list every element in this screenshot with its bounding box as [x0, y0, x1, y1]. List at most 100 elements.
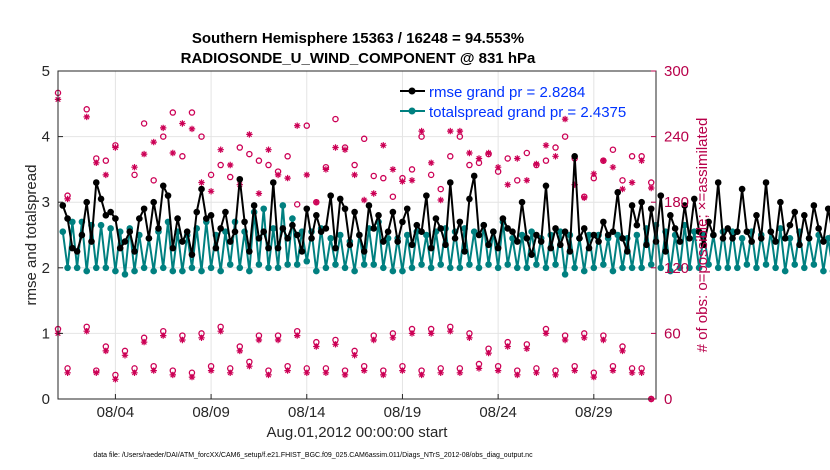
obs-possible-point	[217, 161, 224, 169]
rmse-point	[580, 225, 588, 232]
rmse-point	[437, 225, 445, 232]
rmse-point	[217, 225, 224, 232]
rmse-point	[528, 251, 535, 258]
obs-assimilated-point	[265, 371, 272, 379]
obs-assimilated-point	[303, 369, 310, 376]
y-tick-label-right: 240	[664, 129, 689, 146]
totalspread-point	[336, 231, 344, 239]
totalspread-point	[552, 261, 559, 268]
totalspread-point	[97, 221, 105, 229]
totalspread-point	[585, 231, 593, 239]
totalspread-point	[64, 264, 71, 272]
obs-assimilated-point	[628, 369, 636, 376]
obs-assimilated-point	[179, 336, 186, 344]
obs-assimilated-point	[198, 179, 205, 186]
totalspread-point	[523, 264, 531, 272]
totalspread-point	[341, 264, 349, 272]
totalspread-point	[255, 261, 263, 268]
rmse-point	[231, 228, 239, 236]
rmse-point	[88, 238, 95, 245]
totalspread-point	[590, 264, 598, 272]
obs-assimilated-point	[140, 338, 148, 346]
obs-assimilated-point	[303, 171, 310, 179]
totalspread-point	[399, 267, 406, 275]
obs-assimilated-point	[447, 328, 454, 335]
obs-possible-point	[523, 149, 531, 157]
obs-assimilated-point	[552, 153, 559, 160]
obs-assimilated-point	[437, 369, 444, 376]
rmse-point	[423, 192, 430, 199]
rmse-point	[518, 198, 526, 206]
totalspread-point	[772, 264, 779, 272]
totalspread-point	[198, 267, 205, 275]
rmse-point	[380, 238, 387, 245]
obs-assimilated-point	[466, 334, 473, 341]
totalspread-point	[279, 202, 287, 209]
rmse-point	[805, 234, 813, 242]
obs-assimilated-point	[140, 150, 148, 158]
totalspread-point	[102, 264, 110, 272]
rmse-point	[279, 225, 287, 232]
obs-assimilated-point	[523, 345, 530, 352]
obs-assimilated-point	[294, 332, 301, 339]
obs-assimilated-point	[475, 365, 483, 372]
totalspread-point	[705, 261, 712, 268]
rmse-point	[59, 202, 67, 209]
obs-assimilated-point	[150, 138, 157, 146]
obs-assimilated-point	[121, 352, 129, 359]
rmse-point	[600, 218, 607, 226]
rmse-point	[116, 244, 124, 252]
totalspread-point	[820, 267, 827, 275]
obs-possible-point	[284, 153, 291, 160]
rmse-point	[748, 238, 755, 245]
obs-assimilated-point	[399, 367, 406, 374]
rmse-point	[69, 244, 76, 252]
rmse-point	[772, 238, 779, 245]
rmse-point	[193, 208, 201, 216]
obs-assimilated-point	[227, 161, 234, 169]
rmse-point	[628, 202, 636, 209]
rmse-point	[513, 238, 521, 245]
totalspread-point	[801, 264, 808, 272]
rmse-point	[399, 218, 406, 226]
rmse-point	[207, 212, 215, 219]
totalspread-point	[236, 264, 244, 272]
rmse-point	[356, 231, 363, 239]
obs-assimilated-point	[542, 142, 550, 149]
rmse-point	[293, 231, 301, 239]
obs-assimilated-point	[131, 164, 138, 171]
rmse-point	[686, 234, 693, 242]
obs-assimilated-point	[322, 166, 330, 173]
rmse-point	[351, 208, 358, 216]
totalspread-point	[327, 234, 334, 242]
obs-assimilated-point	[207, 188, 215, 195]
rmse-point	[102, 212, 110, 219]
y-tick-label-left: 4	[42, 129, 50, 146]
rmse-point	[432, 215, 440, 222]
totalspread-point	[222, 228, 229, 236]
totalspread-point	[738, 234, 746, 242]
rmse-point	[480, 221, 488, 229]
footer-datafile: data file: /Users/raeder/DAI/ATM_forcXX/…	[93, 452, 533, 459]
totalspread-point	[676, 264, 684, 272]
rmse-point	[609, 228, 617, 236]
rmse-point	[681, 202, 689, 209]
obs-assimilated-point	[64, 195, 71, 203]
obs-possible-point	[514, 177, 521, 184]
rmse-point	[729, 234, 736, 242]
obs-assimilated-point	[313, 199, 320, 206]
rmse-point	[346, 241, 354, 249]
obs-possible-point	[504, 155, 511, 162]
totalspread-point	[638, 264, 645, 272]
totalspread-point	[667, 267, 674, 275]
rmse-point	[533, 231, 540, 239]
obs-assimilated-point	[102, 347, 109, 355]
rmse-point	[150, 198, 157, 206]
obs-assimilated-point	[571, 367, 578, 374]
y-tick-label-left: 0	[42, 391, 50, 408]
rmse-point	[623, 248, 631, 255]
rmse-point	[542, 182, 550, 190]
obs-assimilated-point	[322, 369, 330, 376]
rmse-point	[791, 208, 799, 216]
totalspread-point	[313, 267, 320, 275]
